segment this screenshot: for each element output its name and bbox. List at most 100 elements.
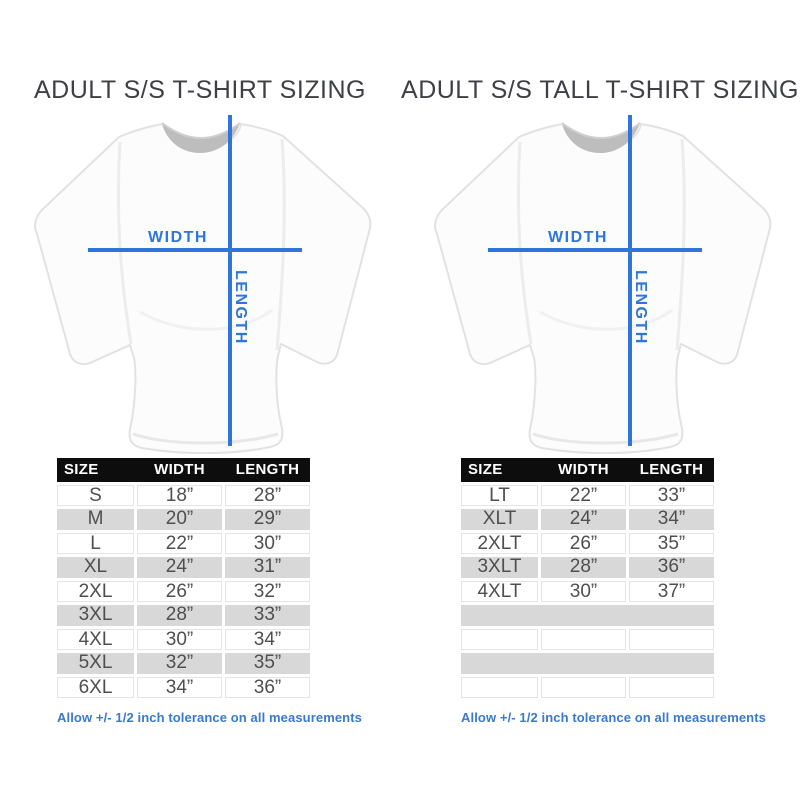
width-cell: 20” (137, 509, 222, 530)
table-row: LT 22” 33” (461, 485, 714, 506)
table-row: XL 24” 31” (57, 557, 310, 578)
panel-tall-sizing: ADULT S/S TALL T-SHIRT SIZING WIDTH LENG… (400, 76, 800, 725)
header-width: WIDTH (558, 461, 609, 478)
tshirt-wrinkle (539, 308, 673, 331)
tshirt-hem-shadow (132, 432, 279, 445)
table-row: 2XL 26” 32” (57, 581, 310, 602)
table-row: XLT 24” 34” (461, 509, 714, 530)
size-cell: S (57, 485, 134, 506)
tolerance-note: Allow +/- 1/2 inch tolerance on all meas… (57, 710, 362, 725)
table-row: 5XL 32” 35” (57, 653, 310, 674)
tshirt-seam-right (675, 138, 686, 351)
panel-regular-sizing: ADULT S/S T-SHIRT SIZING WIDTH LENGTH SI… (0, 76, 400, 725)
length-line (228, 115, 232, 446)
width-cell: 24” (137, 557, 222, 578)
tshirt-seam-left (116, 141, 133, 345)
table-row: 2XLT 26” 35” (461, 533, 714, 554)
width-cell: 30” (541, 581, 626, 602)
header-size: SIZE (64, 461, 99, 478)
size-cell (461, 629, 538, 650)
length-cell: 33” (225, 605, 310, 626)
length-cell: 36” (225, 677, 310, 698)
width-cell (541, 629, 626, 650)
sizing-infographic: ADULT S/S T-SHIRT SIZING WIDTH LENGTH SI… (0, 76, 800, 725)
tshirt-seam-right (275, 138, 286, 351)
table-row: 6XL 34” 36” (57, 677, 310, 698)
table-header: SIZE WIDTH LENGTH (461, 458, 714, 482)
table-row: 3XLT 28” 36” (461, 557, 714, 578)
length-cell: 35” (629, 533, 714, 554)
size-cell: 2XL (57, 581, 134, 602)
page-title-tall: ADULT S/S TALL T-SHIRT SIZING (401, 76, 799, 104)
table-row: 4XL 30” 34” (57, 629, 310, 650)
length-cell (629, 677, 714, 698)
size-cell: 4XLT (461, 581, 538, 602)
size-cell: 5XL (57, 653, 134, 674)
width-cell: 34” (137, 677, 222, 698)
tshirt-seam-left (516, 141, 533, 345)
size-cell: XLT (461, 509, 538, 530)
length-cell: 35” (225, 653, 310, 674)
length-cell (629, 629, 714, 650)
size-cell: 4XL (57, 629, 134, 650)
width-line (88, 248, 302, 252)
width-label: WIDTH (148, 229, 208, 246)
width-cell: 22” (541, 485, 626, 506)
length-cell: 30” (225, 533, 310, 554)
header-length: LENGTH (639, 461, 704, 478)
length-cell: 29” (225, 509, 310, 530)
width-cell: 28” (541, 557, 626, 578)
table-row: L 22” 30” (57, 533, 310, 554)
width-label: WIDTH (548, 229, 608, 246)
length-cell: 34” (629, 509, 714, 530)
size-cell: 2XLT (461, 533, 538, 554)
size-cell: 3XL (57, 605, 134, 626)
table-row-empty (461, 629, 714, 650)
table-row: 3XL 28” 33” (57, 605, 310, 626)
length-cell: 34” (225, 629, 310, 650)
size-cell: LT (461, 485, 538, 506)
header-size: SIZE (468, 461, 503, 478)
size-cell: M (57, 509, 134, 530)
width-cell: 32” (137, 653, 222, 674)
tolerance-note: Allow +/- 1/2 inch tolerance on all meas… (461, 710, 766, 725)
width-cell (541, 677, 626, 698)
width-cell: 24” (541, 509, 626, 530)
header-width: WIDTH (154, 461, 205, 478)
length-label: LENGTH (232, 270, 249, 345)
size-cell (461, 677, 538, 698)
size-cell: 3XLT (461, 557, 538, 578)
length-cell: 28” (225, 485, 310, 506)
width-cell: 18” (137, 485, 222, 506)
header-length: LENGTH (235, 461, 300, 478)
sizing-table-regular: SIZE WIDTH LENGTH S 18” 28” M 20” 29” L … (57, 458, 310, 698)
size-cell: 6XL (57, 677, 134, 698)
length-cell: 32” (225, 581, 310, 602)
tshirt-body (34, 122, 372, 454)
table-row-empty (461, 653, 714, 674)
table-header: SIZE WIDTH LENGTH (57, 458, 310, 482)
length-cell: 37” (629, 581, 714, 602)
width-cell: 26” (137, 581, 222, 602)
table-row-empty (461, 677, 714, 698)
width-cell: 28” (137, 605, 222, 626)
table-row: S 18” 28” (57, 485, 310, 506)
table-row: M 20” 29” (57, 509, 310, 530)
width-cell: 26” (541, 533, 626, 554)
length-cell: 31” (225, 557, 310, 578)
table-row-empty (461, 605, 714, 626)
size-cell: L (57, 533, 134, 554)
width-cell: 30” (137, 629, 222, 650)
length-line (628, 115, 632, 446)
length-cell: 33” (629, 485, 714, 506)
tshirt-wrinkle (139, 308, 273, 331)
tshirt-image: WIDTH LENGTH (434, 115, 772, 454)
table-row: 4XLT 30” 37” (461, 581, 714, 602)
page-title-regular: ADULT S/S T-SHIRT SIZING (34, 76, 366, 104)
tshirt-body (434, 122, 772, 454)
width-cell: 22” (137, 533, 222, 554)
length-cell: 36” (629, 557, 714, 578)
tshirt-image: WIDTH LENGTH (34, 115, 372, 454)
sizing-table-tall: SIZE WIDTH LENGTH LT 22” 33” XLT 24” 34”… (461, 458, 714, 698)
size-cell: XL (57, 557, 134, 578)
